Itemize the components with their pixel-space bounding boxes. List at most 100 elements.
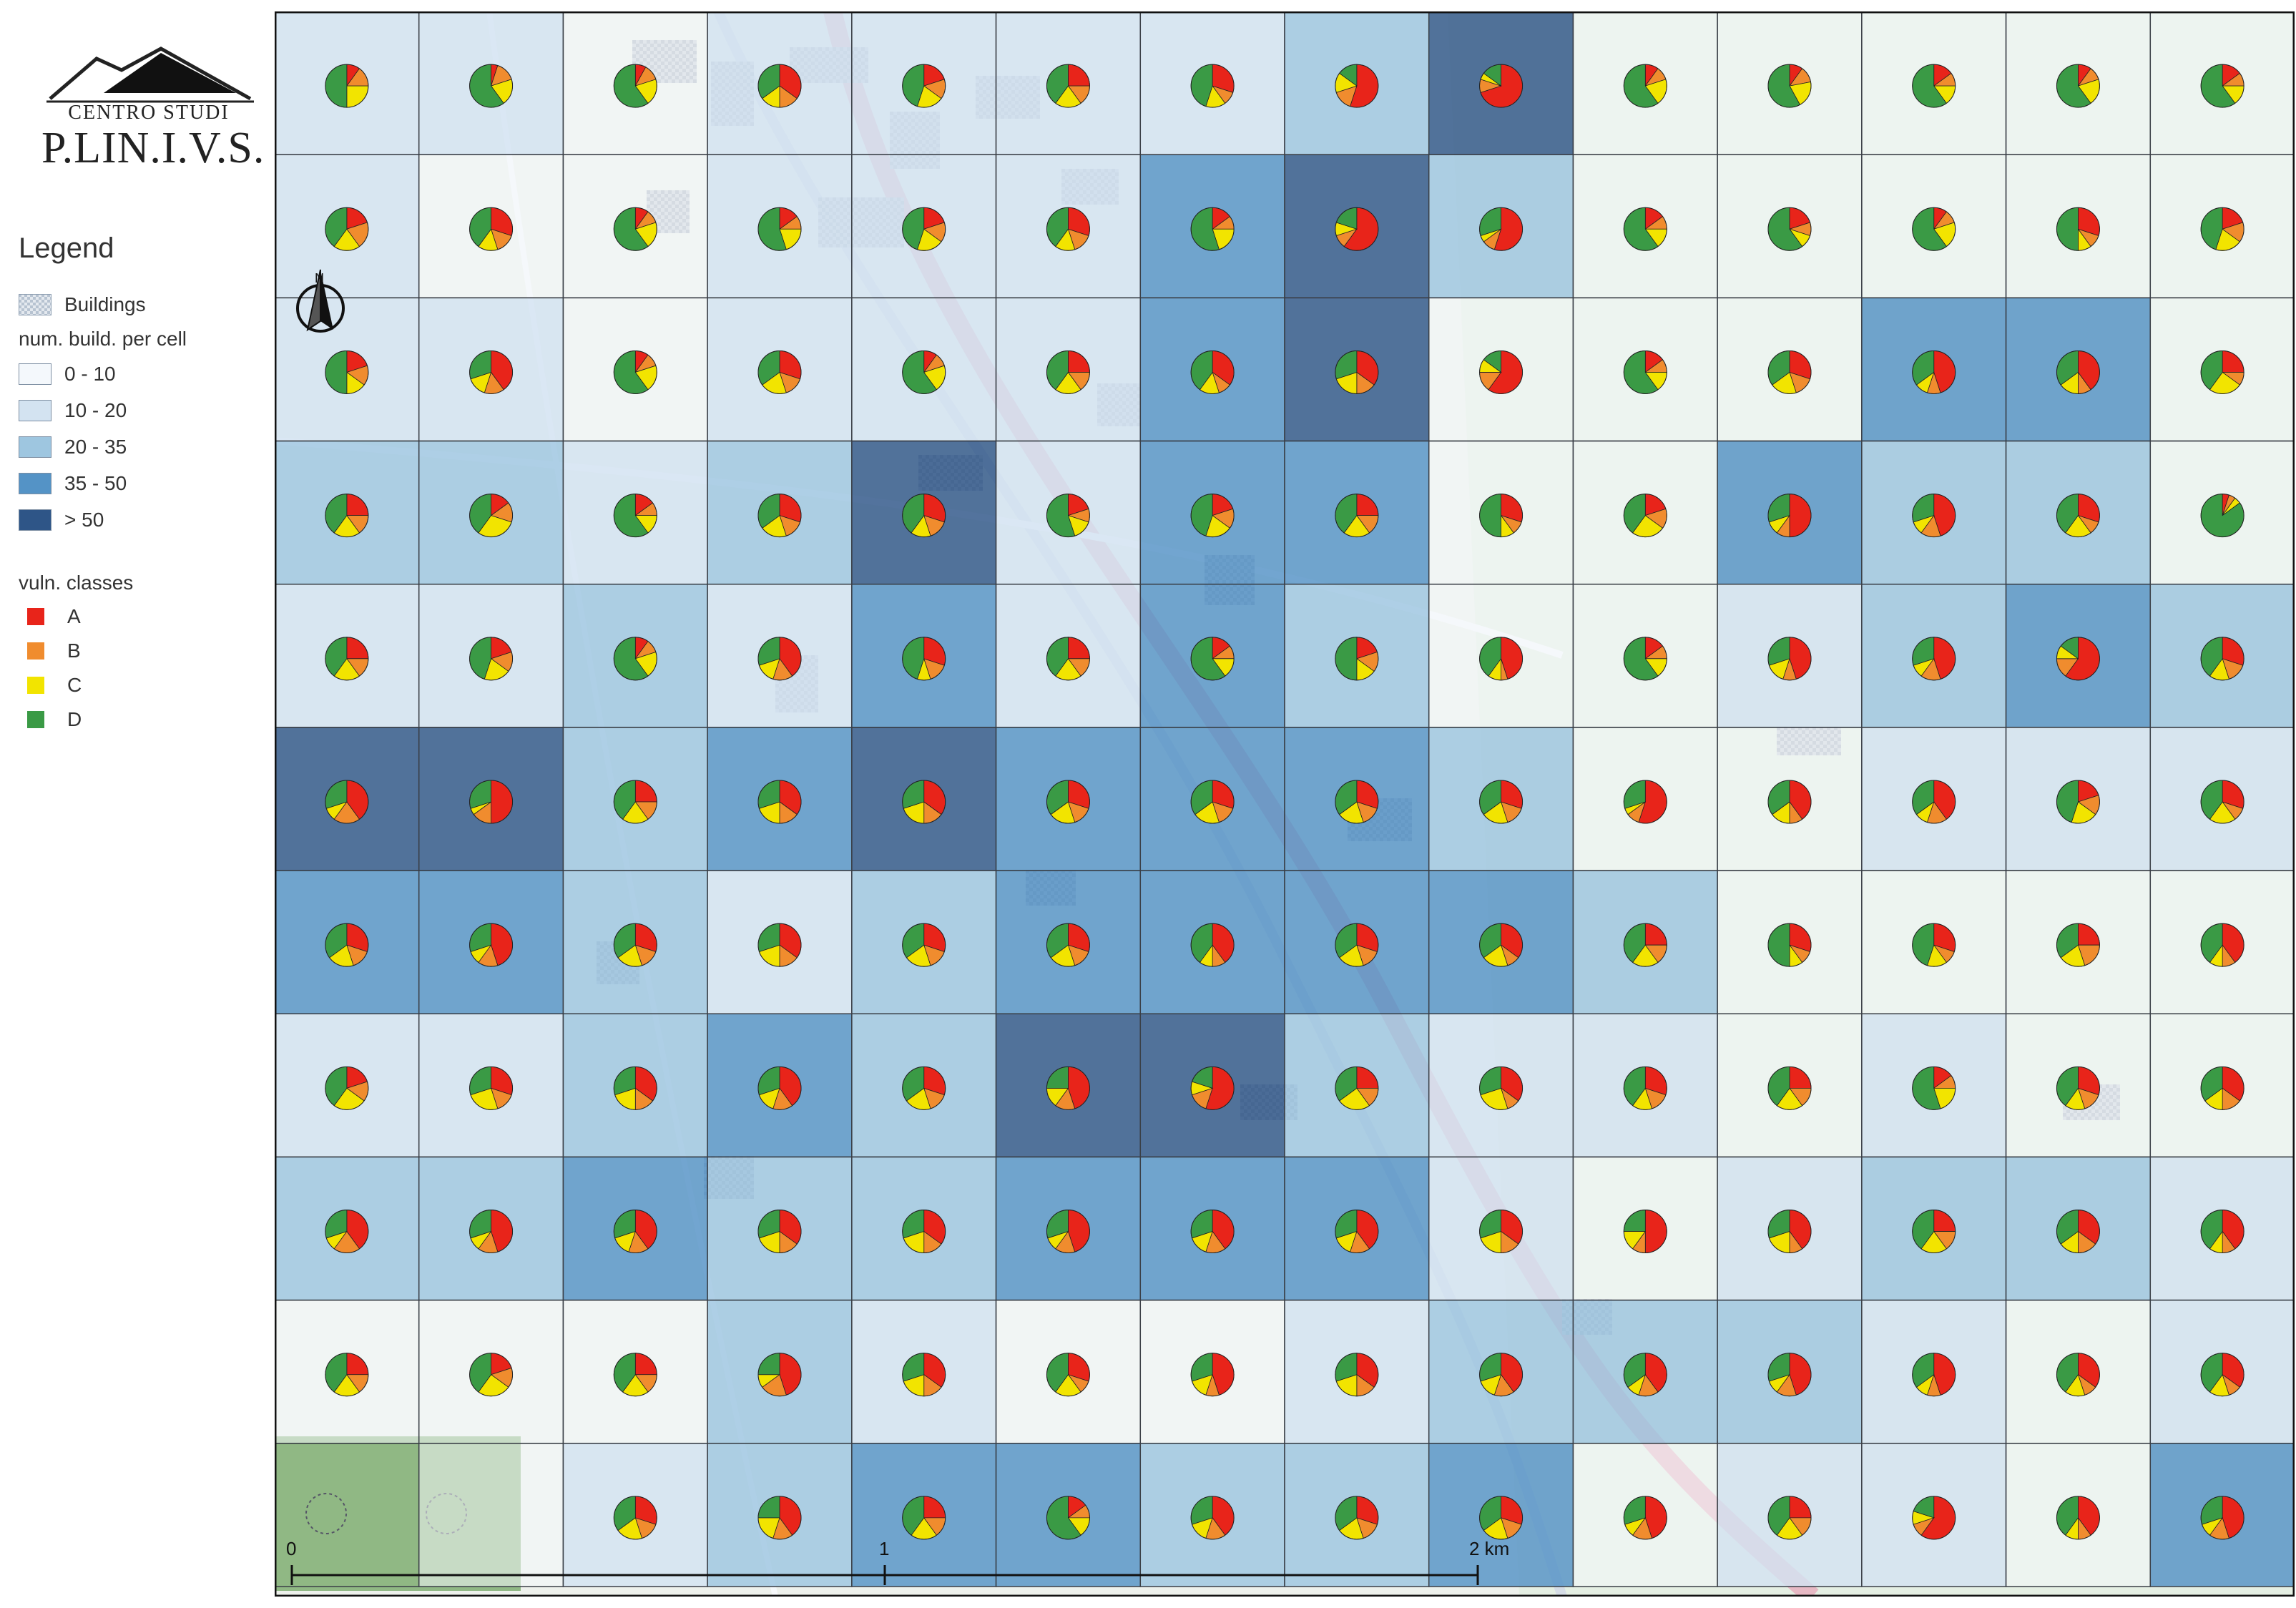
legend-vuln-swatch (27, 608, 44, 625)
vuln-pie-chart (2200, 64, 2245, 108)
vuln-pie-chart (613, 780, 657, 824)
vuln-pie-chart (1623, 1353, 1667, 1397)
vuln-pie-chart (1623, 64, 1667, 108)
vuln-pie-chart (2056, 1496, 2100, 1540)
vuln-pie-chart (2200, 1066, 2245, 1110)
vuln-pie-chart (1190, 1353, 1235, 1397)
vuln-pie-chart (325, 780, 369, 824)
vuln-pie-chart (1046, 1210, 1090, 1254)
vuln-pie-chart (1190, 494, 1235, 538)
vuln-pie-chart (1190, 207, 1235, 251)
vuln-pie-chart (757, 923, 802, 967)
vuln-pie-chart (1335, 1066, 1379, 1110)
legend: Legend Buildings num. build. per cell 0 … (19, 232, 269, 737)
vuln-pie-chart (902, 1496, 946, 1540)
vuln-pie-chart (2200, 207, 2245, 251)
vuln-pie-chart (1479, 64, 1524, 108)
vuln-pie-chart (2056, 494, 2100, 538)
vuln-pie-chart (902, 1353, 946, 1397)
north-arrow: N (296, 269, 345, 333)
vuln-pie-chart (1190, 1496, 1235, 1540)
vuln-pie-chart (1912, 350, 1956, 394)
vuln-pie-chart (1046, 1496, 1090, 1540)
vuln-pie-chart (613, 350, 657, 394)
vuln-pie-chart (1190, 64, 1235, 108)
vuln-pie-chart (1190, 1210, 1235, 1254)
legend-vuln-label: B (67, 639, 81, 662)
legend-density-item: 20 - 35 (19, 428, 269, 465)
vuln-pie-chart (1190, 350, 1235, 394)
vuln-pie-chart (2056, 1066, 2100, 1110)
vuln-pie-chart (1046, 1353, 1090, 1397)
logo (36, 43, 265, 186)
scale-label-2: 2 km (1469, 1538, 1509, 1559)
vuln-pie-chart (1623, 780, 1667, 824)
legend-density-item: > 50 (19, 501, 269, 538)
vuln-pie-chart (1912, 780, 1956, 824)
vuln-pie-chart (1767, 1066, 1812, 1110)
legend-density-item: 35 - 50 (19, 465, 269, 501)
vuln-pie-chart (902, 64, 946, 108)
logo-name: P.LIN.I.V.S. (41, 124, 265, 172)
vuln-pie-chart (325, 64, 369, 108)
vuln-pie-chart (325, 1210, 369, 1254)
vuln-pie-chart (1335, 207, 1379, 251)
vuln-pie-chart (1335, 1210, 1379, 1254)
vuln-pie-chart (1912, 1496, 1956, 1540)
vuln-pie-chart (613, 1496, 657, 1540)
vuln-pie-chart (902, 350, 946, 394)
vuln-pie-chart (469, 350, 514, 394)
legend-buildings: Buildings (19, 286, 269, 323)
vuln-pie-chart (1335, 494, 1379, 538)
vuln-pie-chart (902, 207, 946, 251)
vuln-pie-chart (2200, 1210, 2245, 1254)
vuln-pie-chart (613, 1210, 657, 1254)
legend-vuln-label: A (67, 605, 81, 627)
vuln-pie-chart (1623, 1496, 1667, 1540)
vuln-pie-chart (2056, 637, 2100, 681)
vuln-pie-chart (1623, 1066, 1667, 1110)
vuln-pie-chart (1190, 1066, 1235, 1110)
legend-density-swatch (19, 436, 51, 458)
vuln-pie-chart (1479, 637, 1524, 681)
vuln-pie-chart (1623, 494, 1667, 538)
vuln-pie-chart (902, 780, 946, 824)
vuln-pie-chart (469, 1066, 514, 1110)
vuln-pie-chart (1623, 207, 1667, 251)
vuln-pie-chart (1046, 780, 1090, 824)
legend-density-item: 0 - 10 (19, 356, 269, 392)
vuln-pie-chart (2056, 1210, 2100, 1254)
vuln-pie-chart (1767, 494, 1812, 538)
vuln-pie-chart (1623, 350, 1667, 394)
vuln-pie-chart (469, 780, 514, 824)
vuln-pie-chart (1479, 494, 1524, 538)
vuln-pie-chart (1479, 207, 1524, 251)
vuln-pie-chart (902, 923, 946, 967)
legend-vuln-swatch (27, 642, 44, 660)
vuln-pie-chart (1046, 207, 1090, 251)
vuln-pie-chart (757, 350, 802, 394)
grid-cell (418, 1443, 564, 1587)
logo-mountain-icon (46, 46, 254, 103)
vuln-pie-chart (902, 637, 946, 681)
vuln-pie-chart (1479, 1210, 1524, 1254)
vuln-pie-chart (757, 1210, 802, 1254)
vuln-pie-chart (1912, 1066, 1956, 1110)
vuln-pie-chart (325, 923, 369, 967)
vuln-pie-chart (1767, 780, 1812, 824)
legend-vuln-swatch (27, 711, 44, 728)
vuln-pie-chart (1767, 1353, 1812, 1397)
vuln-pie-chart (2056, 780, 2100, 824)
legend-density-swatch (19, 509, 51, 531)
vuln-pie-chart (613, 1066, 657, 1110)
legend-density-label: 10 - 20 (64, 398, 127, 421)
map-view[interactable]: N 0 1 2 km (275, 11, 2295, 1597)
legend-vuln-title: vuln. classes (19, 572, 134, 594)
density-grid (275, 11, 2295, 1587)
vuln-pie-chart (1046, 1066, 1090, 1110)
vuln-pie-chart (1046, 494, 1090, 538)
vuln-pie-chart (1190, 923, 1235, 967)
vuln-pie-chart (613, 494, 657, 538)
vuln-pie-chart (757, 64, 802, 108)
vuln-pie-chart (902, 1066, 946, 1110)
